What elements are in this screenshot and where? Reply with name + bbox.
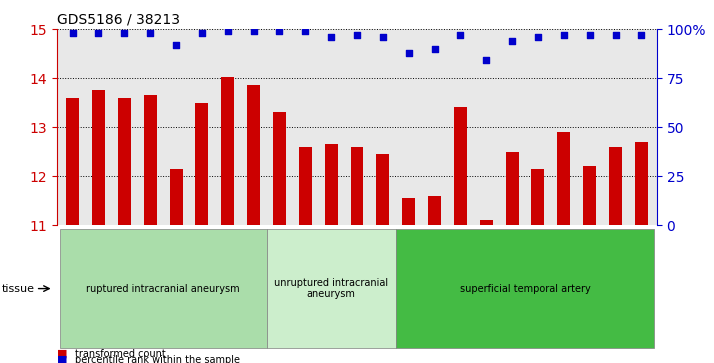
Point bbox=[119, 30, 130, 36]
Point bbox=[481, 57, 492, 63]
Bar bbox=[558, 132, 570, 225]
Point bbox=[532, 34, 543, 40]
Text: tissue: tissue bbox=[1, 284, 34, 294]
Bar bbox=[635, 142, 648, 225]
Point bbox=[635, 32, 647, 38]
Point bbox=[171, 42, 182, 48]
Bar bbox=[92, 90, 105, 225]
Text: transformed count: transformed count bbox=[75, 349, 166, 359]
Bar bbox=[454, 107, 467, 225]
Point bbox=[93, 30, 104, 36]
Bar bbox=[402, 198, 415, 225]
Point bbox=[222, 28, 233, 34]
Point bbox=[300, 28, 311, 34]
Text: superficial temporal artery: superficial temporal artery bbox=[460, 284, 590, 294]
Bar bbox=[531, 169, 544, 225]
Point bbox=[326, 34, 337, 40]
Bar bbox=[118, 98, 131, 225]
Bar bbox=[299, 147, 312, 225]
Bar bbox=[170, 169, 183, 225]
Bar bbox=[428, 196, 441, 225]
Point bbox=[377, 34, 388, 40]
Bar bbox=[506, 152, 518, 225]
Bar bbox=[351, 147, 363, 225]
Point bbox=[429, 46, 441, 52]
Bar bbox=[325, 144, 338, 225]
Bar bbox=[376, 154, 389, 225]
Point bbox=[558, 32, 570, 38]
Point bbox=[351, 32, 363, 38]
Point bbox=[248, 28, 259, 34]
Point bbox=[403, 50, 414, 56]
Bar bbox=[221, 77, 234, 225]
Point bbox=[273, 28, 285, 34]
Bar bbox=[583, 166, 596, 225]
Text: ■: ■ bbox=[57, 355, 68, 363]
Text: percentile rank within the sample: percentile rank within the sample bbox=[75, 355, 240, 363]
Bar bbox=[273, 112, 286, 225]
Point bbox=[455, 32, 466, 38]
Point bbox=[506, 38, 518, 44]
Point bbox=[196, 30, 208, 36]
Text: GDS5186 / 38213: GDS5186 / 38213 bbox=[57, 12, 180, 26]
Point bbox=[610, 32, 621, 38]
Bar bbox=[480, 220, 493, 225]
Bar bbox=[247, 85, 260, 225]
Bar bbox=[144, 95, 156, 225]
Text: unruptured intracranial
aneurysm: unruptured intracranial aneurysm bbox=[274, 278, 388, 299]
Bar bbox=[196, 102, 208, 225]
Text: ruptured intracranial aneurysm: ruptured intracranial aneurysm bbox=[86, 284, 240, 294]
Bar bbox=[66, 98, 79, 225]
Point bbox=[584, 32, 595, 38]
Text: ■: ■ bbox=[57, 349, 68, 359]
Bar bbox=[609, 147, 622, 225]
Point bbox=[67, 30, 79, 36]
Point bbox=[144, 30, 156, 36]
